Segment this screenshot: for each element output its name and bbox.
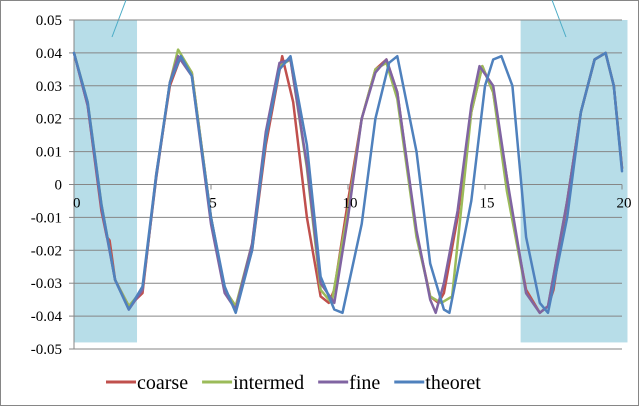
axes bbox=[69, 19, 623, 350]
y-tick-label: -0.03 bbox=[31, 276, 62, 292]
y-tick-label: 0.02 bbox=[36, 112, 62, 128]
callout-line-right bbox=[551, 0, 567, 38]
series-line-theoret bbox=[72, 51, 624, 315]
y-tick-label: 0.04 bbox=[36, 46, 63, 62]
legend-label-theoret: theoret bbox=[425, 372, 481, 394]
y-tick-label: -0.05 bbox=[31, 342, 62, 358]
y-tick-label: -0.01 bbox=[31, 210, 62, 226]
legend-label-intermed: intermed bbox=[233, 372, 304, 394]
callout-line-left bbox=[111, 0, 127, 38]
y-tick-label: 0.05 bbox=[36, 13, 62, 29]
y-tick-label: 0 bbox=[55, 178, 63, 194]
y-tick-label: 0.03 bbox=[36, 79, 62, 95]
x-tick-label: 15 bbox=[480, 196, 495, 212]
y-tick-label: -0.02 bbox=[31, 243, 62, 259]
callout-lines bbox=[111, 0, 567, 38]
highlight-bands bbox=[74, 20, 628, 343]
gridlines bbox=[74, 19, 622, 350]
y-tick-label: 0.01 bbox=[36, 145, 62, 161]
x-tick-label: 0 bbox=[73, 196, 81, 212]
legend-label-coarse: coarse bbox=[137, 372, 188, 394]
legend-label-fine: fine bbox=[349, 372, 380, 394]
y-tick-labels: 0.05 0.04 0.03 0.02 0.01 0 -0.01 -0.02 -0.03 -0.0… bbox=[31, 13, 63, 358]
x-tick-label: 5 bbox=[209, 196, 217, 212]
x-tick-label: 10 bbox=[343, 196, 358, 212]
highlight-band-1 bbox=[520, 20, 628, 343]
y-tick-label: -0.04 bbox=[31, 309, 63, 325]
x-tick-label: 20 bbox=[617, 196, 632, 212]
series-lines bbox=[72, 48, 624, 315]
legend: coarse intermed fine theoret bbox=[106, 372, 481, 394]
highlight-band-0 bbox=[74, 20, 138, 343]
x-tick-labels: 0 5 10 15 20 bbox=[73, 196, 632, 212]
